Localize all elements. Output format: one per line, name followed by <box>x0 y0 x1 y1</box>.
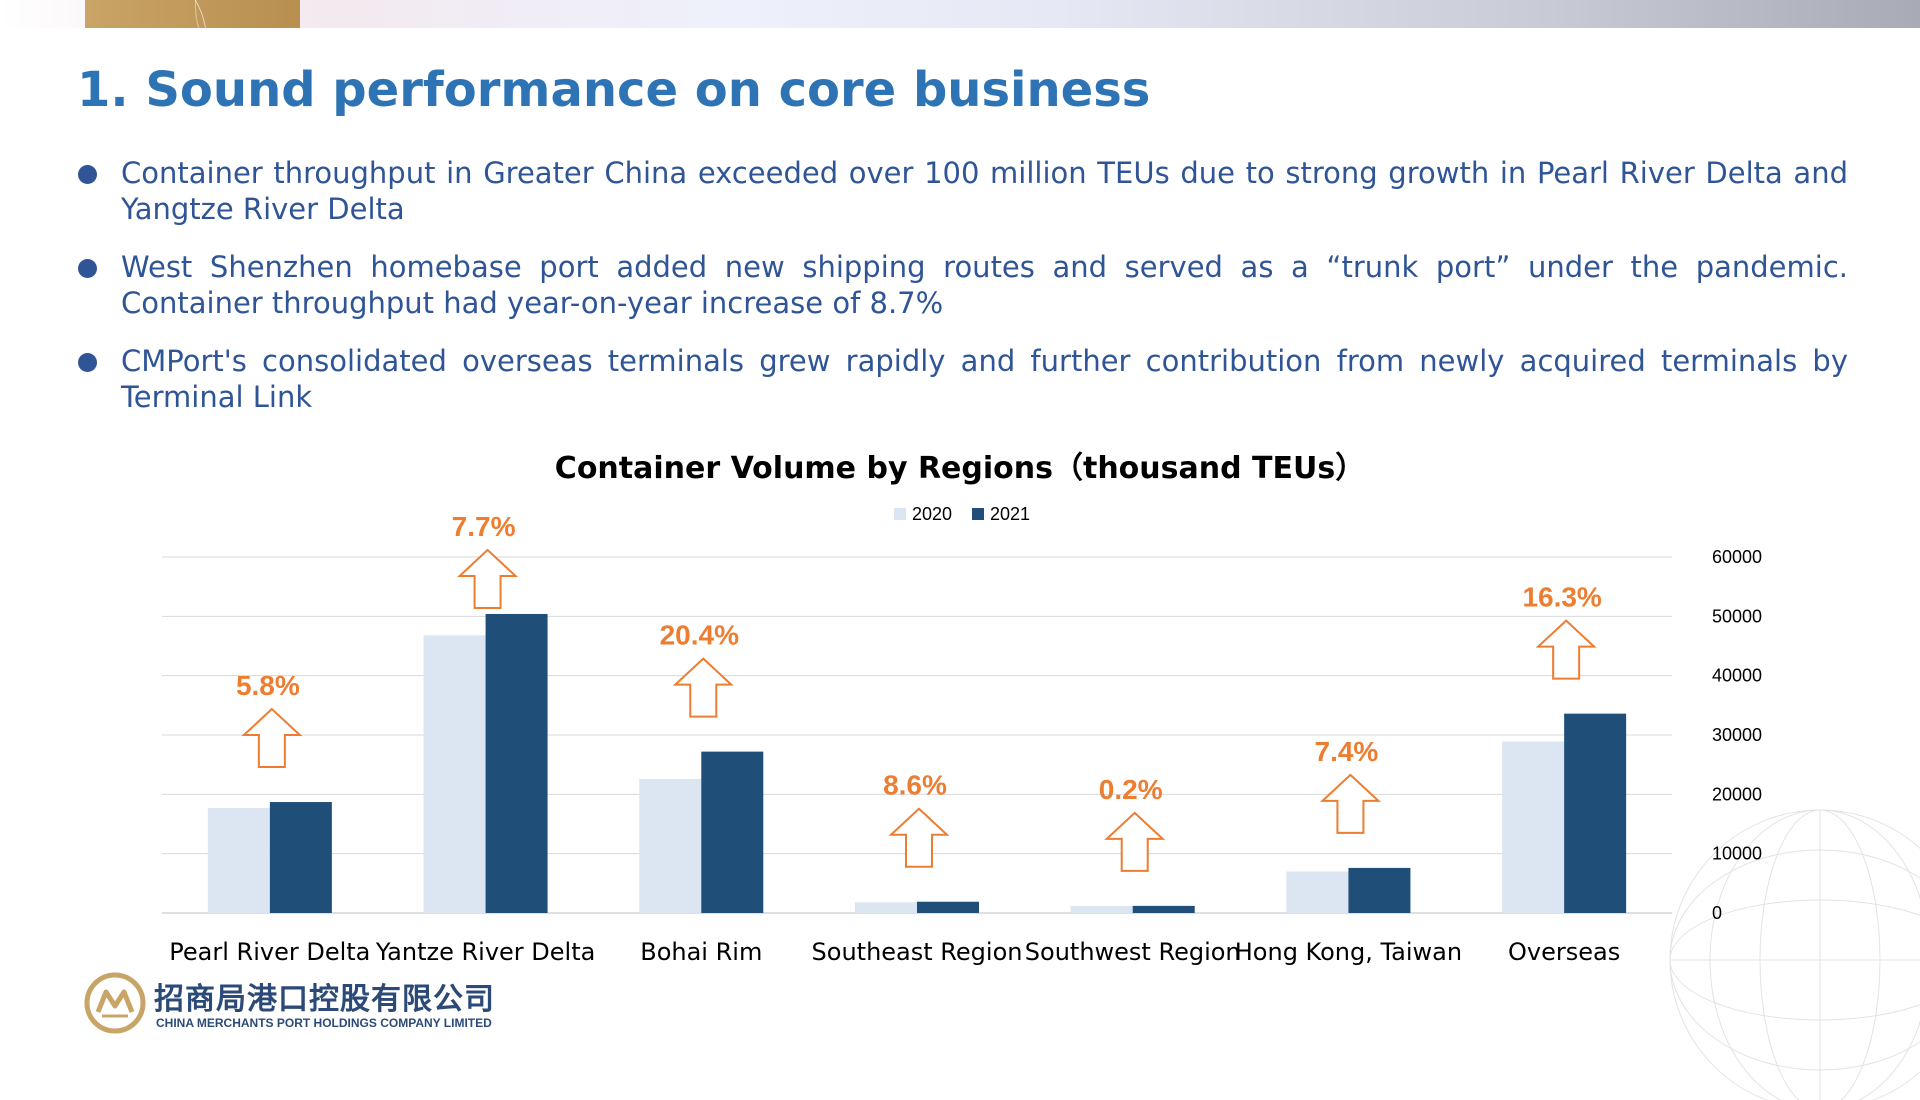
y-tick-label: 60000 <box>1712 547 1762 567</box>
bar-2021 <box>485 613 548 913</box>
logo-chinese-name: 招商局港口控股有限公司 <box>154 982 495 1017</box>
up-arrow-icon <box>672 657 734 718</box>
growth-label: 7.4% <box>1315 736 1379 767</box>
legend-swatch <box>894 508 906 520</box>
x-tick-label: Bohai Rim <box>640 938 762 966</box>
logo-english-name: CHINA MERCHANTS PORT HOLDINGS COMPANY LI… <box>156 1016 492 1030</box>
china-merchants-emblem-icon <box>84 972 146 1034</box>
company-logo: 招商局港口控股有限公司 CHINA MERCHANTS PORT HOLDING… <box>84 970 504 1040</box>
up-arrow-icon <box>1319 773 1381 834</box>
bar-2020 <box>1286 871 1349 913</box>
y-axis-ticks: 0 10000 20000 30000 40000 50000 60000 <box>1712 547 1762 923</box>
x-tick-label: Hong Kong, Taiwan <box>1235 938 1462 966</box>
growth-annotations: 5.8% 7.7% 20.4% 8.6% 0.2% 7.4% 16.3% <box>236 511 1602 872</box>
bullet-item: West Shenzhen homebase port added new sh… <box>78 249 1848 321</box>
growth-label: 0.2% <box>1099 774 1163 805</box>
x-tick-label: Yantze River Delta <box>375 938 596 966</box>
chart-legend: 2020 2021 <box>894 504 1030 524</box>
gold-decorative-block <box>85 0 300 28</box>
bullet-dot-icon <box>78 259 97 278</box>
y-tick-label: 50000 <box>1712 606 1762 626</box>
bullet-item: CMPort's consolidated overseas terminals… <box>78 343 1848 415</box>
up-arrow-icon <box>1104 811 1166 872</box>
bullet-text: CMPort's consolidated overseas terminals… <box>121 344 1848 414</box>
y-tick-label: 20000 <box>1712 784 1762 804</box>
x-tick-label: Pearl River Delta <box>169 938 370 966</box>
x-tick-label: Southwest Region <box>1025 938 1241 966</box>
up-arrow-icon <box>1535 619 1597 680</box>
y-tick-label: 10000 <box>1712 844 1762 864</box>
bar-2021 <box>269 802 332 913</box>
up-arrow-icon <box>457 548 519 609</box>
growth-label: 5.8% <box>236 670 300 701</box>
chart-bars <box>207 613 1627 913</box>
growth-label: 16.3% <box>1522 582 1601 613</box>
legend-label: 2021 <box>990 504 1030 524</box>
bullet-list: Container throughput in Greater China ex… <box>78 155 1848 437</box>
bar-2020 <box>423 635 486 913</box>
bar-2020 <box>1070 905 1133 913</box>
bullet-text: West Shenzhen homebase port added new sh… <box>121 250 1848 320</box>
page-title: 1. Sound performance on core business <box>77 62 1151 118</box>
bar-2021 <box>1348 867 1411 913</box>
x-tick-label: Overseas <box>1508 938 1620 966</box>
bar-2020 <box>1502 741 1565 913</box>
up-arrow-icon <box>888 807 950 868</box>
up-arrow-icon <box>241 707 303 769</box>
bullet-text: Container throughput in Greater China ex… <box>121 156 1848 226</box>
legend-label: 2020 <box>912 504 952 524</box>
bar-2020 <box>207 807 270 913</box>
growth-label: 20.4% <box>660 620 739 651</box>
bar-2021 <box>1132 905 1195 913</box>
x-axis-labels: Pearl River Delta Yantze River Delta Bohai… <box>169 938 1620 966</box>
x-tick-label: Southeast Region <box>812 938 1023 966</box>
bullet-dot-icon <box>78 353 97 372</box>
chart-title: Container Volume by Regions（thousand TEU… <box>555 451 1365 486</box>
bar-2021 <box>701 751 764 913</box>
y-tick-label: 0 <box>1712 903 1722 923</box>
y-tick-label: 40000 <box>1712 666 1762 686</box>
legend-swatch <box>972 508 984 520</box>
bar-2020 <box>639 778 702 913</box>
bullet-dot-icon <box>78 165 97 184</box>
bar-2021 <box>1564 713 1627 913</box>
globe-watermark-icon <box>1669 809 1920 1100</box>
y-tick-label: 30000 <box>1712 725 1762 745</box>
bullet-item: Container throughput in Greater China ex… <box>78 155 1848 227</box>
growth-label: 8.6% <box>883 770 947 801</box>
growth-label: 7.7% <box>452 511 516 542</box>
top-decorative-band <box>0 0 1920 28</box>
bar-2020 <box>855 902 917 913</box>
bar-2021 <box>917 901 979 913</box>
